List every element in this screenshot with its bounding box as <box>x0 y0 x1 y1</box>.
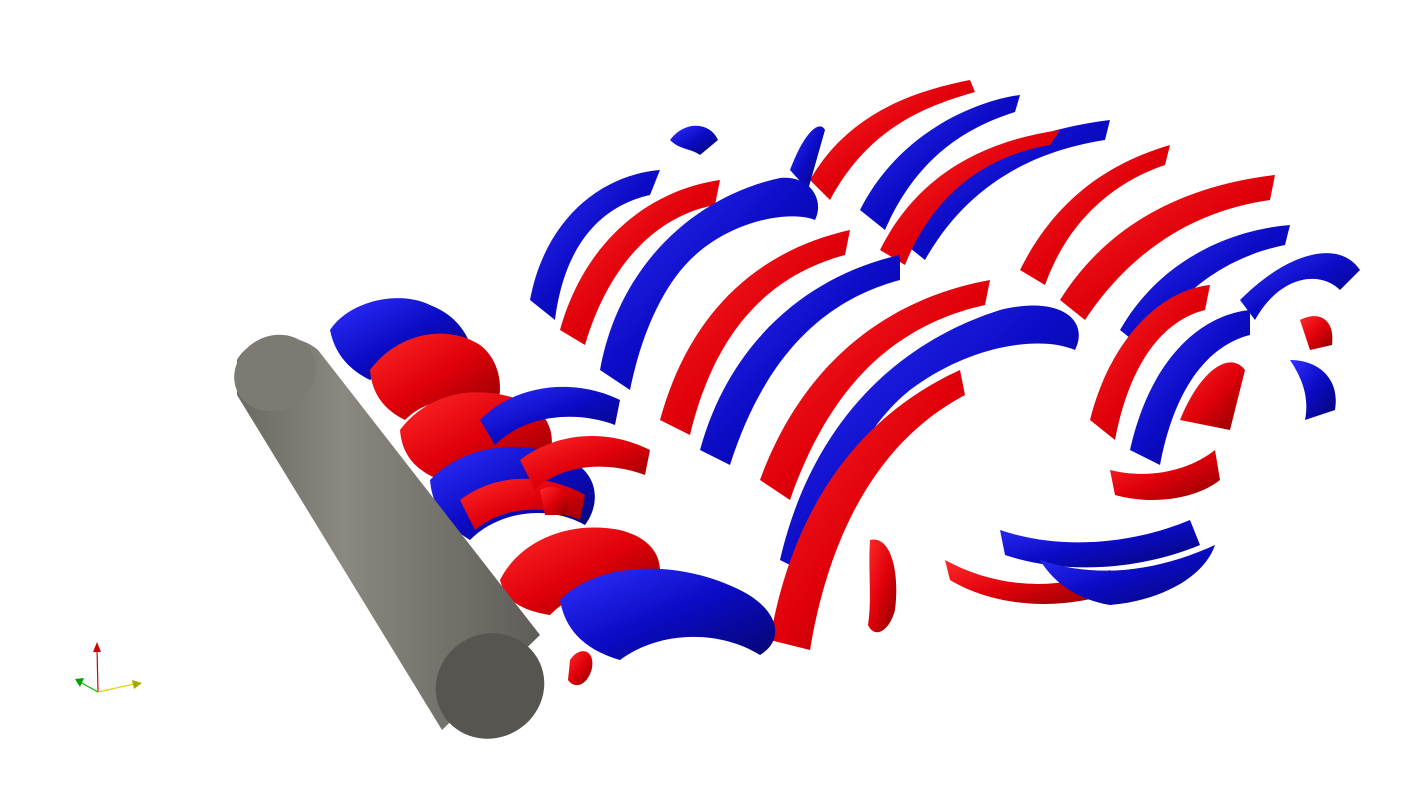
cylinder[interactable] <box>220 320 564 759</box>
orientation-axes-triad <box>75 642 142 693</box>
z-axis-arrow-icon <box>75 678 84 687</box>
y-axis-arrow-icon <box>93 642 101 652</box>
isosurface-layer-front <box>330 298 1336 686</box>
x-axis-arrow-icon <box>132 680 142 689</box>
isosurface-layer-mid <box>530 170 1250 650</box>
